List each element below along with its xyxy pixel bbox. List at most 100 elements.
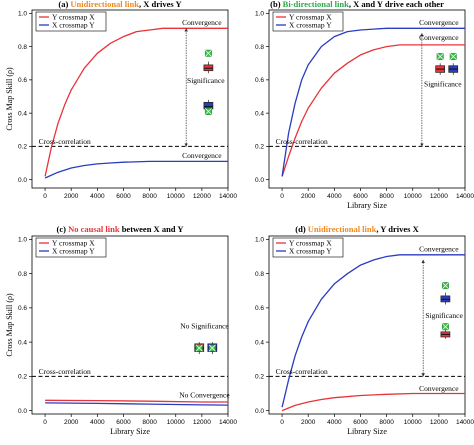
x-tick-label: 12000	[193, 193, 211, 200]
x-tick-label: 6000	[116, 193, 131, 200]
y-tick-label: 0.2	[18, 374, 27, 381]
annotation: Significance	[425, 311, 463, 320]
x-axis-label: Library Size	[347, 201, 387, 210]
y-tick-label: 0.0	[18, 177, 27, 184]
title-rest: between X and Y	[120, 224, 184, 234]
annotation: Cross-correlation	[39, 367, 91, 376]
x-tick-label: 12000	[430, 193, 448, 200]
annotation: Cross-correlation	[276, 137, 328, 146]
x-tick-label: 8000	[142, 419, 157, 426]
panel-label: (d)	[295, 224, 308, 234]
x-tick-label: 0	[280, 419, 284, 426]
y-tick-label: 0.6	[255, 305, 264, 312]
legend-entry: Y crossmap X	[289, 239, 332, 248]
panel-d: (d) Unidirectional link, Y drives X 0.0 0.…	[255, 224, 474, 436]
x-tick-label: 0	[43, 193, 47, 200]
panel-label: (c)	[57, 224, 69, 234]
x-tick-label: 10000	[167, 193, 185, 200]
y-tick-label: 0.8	[18, 44, 27, 51]
y-tick-label: 0.2	[255, 374, 264, 381]
legend-entry: Y crossmap X	[52, 13, 95, 22]
annotation: Convergence	[419, 384, 459, 393]
x-tick-label: 14000	[219, 193, 237, 200]
series-line-x-crossmap-y	[281, 27, 465, 177]
panel-title: (a) Unidirectional link, X drives Y	[58, 0, 181, 9]
y-axis-label: Cross Map Skill (ρ)	[5, 293, 14, 357]
annotation: No Convergence	[179, 391, 230, 400]
legend-entry: Y crossmap X	[289, 13, 332, 22]
x-tick-label: 14000	[456, 419, 474, 426]
point-marker-cross	[208, 344, 216, 352]
x-tick-label: 8000	[379, 419, 394, 426]
x-axis-label: Library Size	[110, 427, 150, 436]
panel-label: (a)	[58, 0, 70, 9]
x-tick-label: 4000	[327, 193, 342, 200]
x-tick-label: 12000	[430, 419, 448, 426]
legend-box	[35, 11, 107, 32]
point-marker-cross	[449, 53, 457, 61]
plot-frame	[31, 235, 229, 415]
x-tick-label: 2000	[301, 193, 316, 200]
panel-label: (b)	[270, 0, 283, 9]
x-tick-label: 6000	[353, 193, 368, 200]
x-tick-label: 12000	[193, 419, 211, 426]
legend-entry: X crossmap Y	[289, 247, 332, 256]
panel-title: (c) No causal link between X and Y	[57, 224, 184, 234]
series-line-x-crossmap-y	[45, 402, 229, 406]
legend-box	[35, 237, 107, 258]
x-axis-label: Library Size	[347, 427, 387, 436]
y-axis-label: Cross Map Skill (ρ)	[5, 67, 14, 131]
title-rest: , Y drives X	[376, 224, 419, 234]
legend-entry: X crossmap Y	[52, 21, 95, 30]
legend-entry: X crossmap Y	[52, 247, 95, 256]
x-tick-label: 2000	[64, 193, 79, 200]
legend-box	[272, 11, 344, 32]
x-tick-label: 14000	[219, 419, 237, 426]
annotation: Cross-correlation	[276, 367, 328, 376]
plot-frame	[268, 235, 466, 415]
series-line-y-crossmap-x	[44, 27, 228, 177]
point-marker-cross	[441, 323, 449, 331]
point-marker-cross	[204, 108, 212, 115]
x-tick-label: 14000	[456, 193, 474, 200]
panel-title: (d) Unidirectional link, Y drives X	[295, 224, 419, 234]
x-tick-label: 6000	[353, 419, 368, 426]
panel-title: (b) Bi-directional link, X and Y drive e…	[270, 0, 444, 9]
x-tick-label: 8000	[142, 193, 157, 200]
x-tick-label: 4000	[327, 419, 342, 426]
annotation: Convergence	[419, 33, 459, 42]
y-tick-label: 0.6	[18, 305, 27, 312]
y-tick-label: 0.4	[255, 110, 264, 117]
plot-frame	[31, 9, 229, 189]
panel-b: (b) Bi-directional link, X and Y drive e…	[255, 0, 474, 210]
y-tick-label: 0.8	[18, 271, 27, 278]
panel-a: (a) Unidirectional link, X drives Y 0.0 0.…	[5, 0, 237, 200]
x-tick-label: 2000	[64, 419, 79, 426]
x-tick-label: 10000	[167, 419, 185, 426]
x-tick-label: 2000	[301, 419, 316, 426]
series-line-y-crossmap-x	[45, 399, 228, 403]
annotation: Convergence	[419, 18, 459, 27]
annotation: Significance	[187, 76, 225, 85]
series-line-x-crossmap-y	[44, 160, 228, 179]
x-tick-label: 0	[280, 193, 284, 200]
y-tick-label: 0.2	[255, 144, 264, 151]
x-tick-label: 6000	[116, 419, 131, 426]
series-line-y-crossmap-x	[281, 392, 465, 412]
y-tick-label: 1.0	[18, 237, 27, 244]
y-tick-label: 0.0	[255, 177, 264, 184]
legend-box	[272, 237, 344, 258]
x-tick-label: 8000	[379, 193, 394, 200]
point-marker-cross	[204, 49, 212, 57]
title-colored: No causal link	[68, 224, 120, 234]
title-colored: Bi-directional link	[283, 0, 349, 9]
point-marker-cross	[195, 344, 203, 352]
title-rest: , X drives Y	[139, 0, 182, 9]
y-tick-label: 0.6	[18, 77, 27, 84]
point-marker-cross	[441, 282, 449, 290]
y-tick-label: 1.0	[255, 237, 264, 244]
y-tick-label: 0.6	[255, 77, 264, 84]
x-tick-label: 10000	[404, 193, 422, 200]
panel-c: (c) No causal link between X and Y 0.0 0.2…	[5, 224, 237, 436]
